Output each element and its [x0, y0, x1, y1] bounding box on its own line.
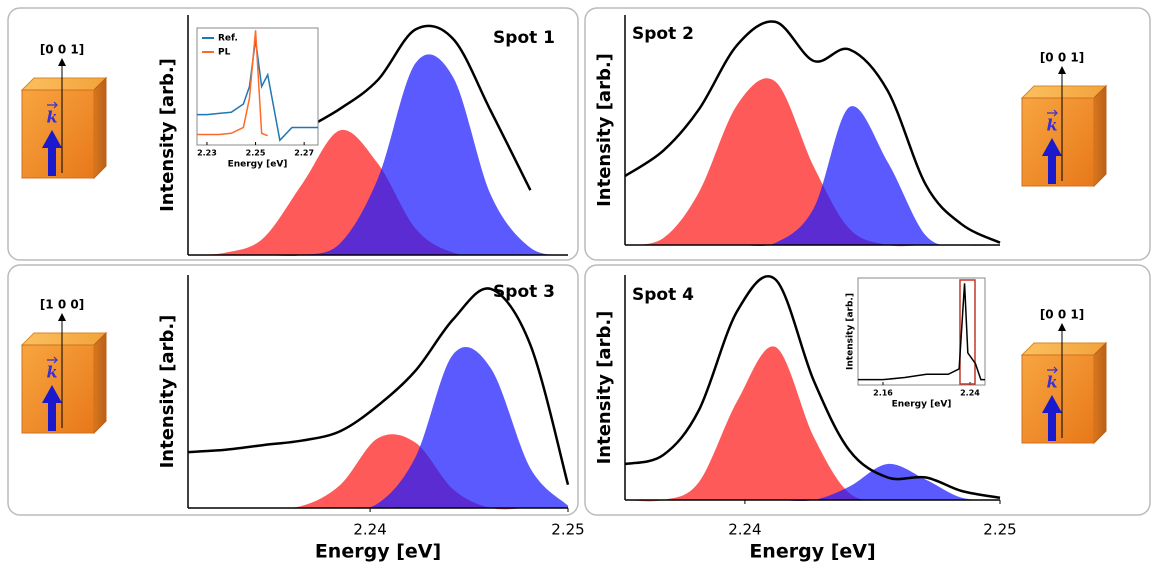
inset-highlight — [959, 279, 976, 385]
k-vector — [48, 400, 56, 431]
fit-peak — [625, 346, 1000, 502]
crystal-illustration: [0 0 1] k — [1020, 308, 1108, 445]
k-overarrow — [1047, 109, 1058, 117]
axis-arrow-head — [1058, 66, 1066, 74]
cube-side — [1093, 84, 1107, 188]
k-vector-head — [1042, 138, 1062, 156]
fit-peak — [625, 106, 1000, 247]
panel-title: Spot 1 — [493, 28, 555, 48]
inset-line — [197, 30, 268, 137]
cube-top — [1020, 85, 1108, 99]
k-overarrow — [1047, 366, 1058, 374]
x-tick-label: 2.24 — [728, 521, 761, 539]
k-label: k — [1046, 116, 1057, 135]
legend-label: PL — [218, 48, 231, 58]
legend-label: Ref. — [218, 34, 238, 44]
cube-front — [1021, 97, 1095, 187]
k-overarrow — [47, 356, 58, 364]
inset-x-label: Energy [eV] — [228, 160, 288, 170]
x-tick-label: 2.24 — [353, 521, 386, 539]
spectrum-line — [624, 275, 1001, 499]
axis-arrow-head — [58, 313, 66, 321]
inset-tick-label: 2.27 — [294, 149, 314, 158]
spectrum-line — [624, 20, 1001, 244]
cube-top — [20, 332, 108, 346]
panel-title: Spot 3 — [493, 282, 555, 302]
crystal-illustration: [1 0 0] k — [20, 298, 108, 435]
inset-tick-label: 2.25 — [246, 149, 266, 158]
axis-arrow-head — [1058, 323, 1066, 331]
k-label: k — [1046, 373, 1057, 392]
x-axis-label: Energy [eV] — [315, 541, 441, 563]
fit-peak — [188, 347, 568, 509]
k-overarrow — [47, 101, 58, 109]
inset-x-label: Energy [eV] — [892, 400, 952, 410]
inset-line — [858, 283, 985, 381]
y-axis-label: Intensity [arb.] — [157, 315, 178, 469]
k-vector — [1048, 153, 1056, 184]
y-axis-label: Intensity [arb.] — [594, 311, 615, 465]
k-label: k — [46, 108, 57, 127]
direction-label: [1 0 0] — [40, 298, 84, 312]
k-vector-head — [42, 385, 62, 403]
k-vector — [48, 145, 56, 176]
direction-label: [0 0 1] — [1040, 308, 1084, 322]
spectrum-line — [187, 287, 570, 486]
inset-tick-label: 2.23 — [197, 149, 217, 158]
cube-front — [1021, 354, 1095, 444]
fit-peak — [625, 78, 1000, 247]
cube-front — [21, 344, 95, 434]
crystal-illustration: [0 0 1] k — [1020, 51, 1108, 188]
x-tick-label: 2.25 — [983, 521, 1016, 539]
cube-side — [93, 76, 107, 180]
direction-label: [0 0 1] — [40, 43, 84, 57]
inset-y-label: Intensity [arb.] — [846, 293, 856, 370]
inset-tick-label: 2.24 — [960, 389, 980, 398]
fit-peak — [188, 434, 568, 510]
x-tick-label: 2.25 — [551, 521, 584, 539]
cube-front — [21, 89, 95, 179]
fit-peak — [625, 463, 1000, 501]
fit-peak — [188, 54, 568, 256]
cube-top — [1020, 342, 1108, 356]
panel-title: Spot 2 — [632, 24, 694, 44]
direction-label: [0 0 1] — [1040, 51, 1084, 65]
y-axis-label: Intensity [arb.] — [157, 58, 178, 212]
k-vector — [1048, 410, 1056, 441]
k-vector-head — [42, 130, 62, 148]
crystal-illustration: [0 0 1] k — [20, 43, 108, 180]
x-axis-label: Energy [eV] — [749, 541, 875, 563]
k-vector-head — [1042, 395, 1062, 413]
panel-title: Spot 4 — [632, 285, 694, 305]
cube-top — [20, 77, 108, 91]
cube-side — [93, 331, 107, 435]
k-label: k — [46, 363, 57, 382]
inset-frame — [857, 277, 986, 386]
axis-arrow-head — [58, 58, 66, 66]
spectrum-line — [302, 24, 532, 191]
y-axis-label: Intensity [arb.] — [594, 53, 615, 207]
inset-frame — [196, 27, 319, 146]
inset-tick-label: 2.16 — [873, 389, 893, 398]
cube-side — [1093, 341, 1107, 445]
